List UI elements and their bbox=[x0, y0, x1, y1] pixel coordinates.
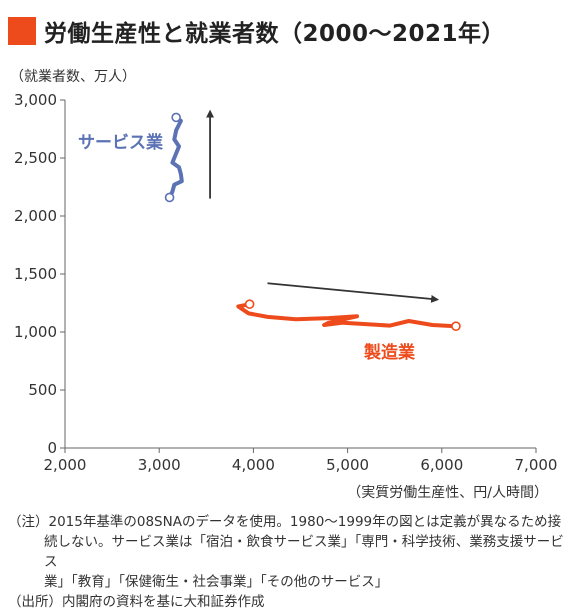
chart-title-block: 労働生産性と就業者数（2000〜2021年） bbox=[8, 14, 505, 48]
series-line-service bbox=[167, 115, 184, 200]
series-label-manufacturing: 製造業 bbox=[363, 342, 415, 363]
series-label-service: サービス業 bbox=[78, 132, 163, 153]
x-tick-label: 3,000 bbox=[138, 456, 181, 474]
y-tick-label: 1,000 bbox=[14, 323, 57, 341]
note-line-3: 業」「教育」「保健衛生・社会事業」「その他のサービス」 bbox=[44, 574, 389, 590]
y-tick-label: 500 bbox=[28, 381, 57, 399]
y-tick-label: 3,000 bbox=[14, 91, 57, 109]
x-axis-unit-label: （実質労働生産性、円/人時間） bbox=[347, 485, 548, 501]
x-tick-label: 2,000 bbox=[44, 456, 87, 474]
series-line-manufacturing bbox=[236, 302, 458, 329]
y-tick-label: 2,000 bbox=[14, 207, 57, 225]
series-endpoint-start bbox=[171, 112, 181, 123]
trend-arrow-2 bbox=[267, 282, 440, 303]
y-tick-label: 0 bbox=[47, 439, 57, 457]
x-tick-label: 5,000 bbox=[326, 456, 369, 474]
chart-title: 労働生産性と就業者数（2000〜2021年） bbox=[44, 21, 506, 47]
note-line-2: 続しない。サービス業は「宿泊・飲食サービス業」「専門・科学技術、業務支援サービス bbox=[44, 534, 564, 570]
note-line-1: （注）2015年基準の08SNAのデータを使用。1980〜1999年の図とは定義… bbox=[8, 514, 562, 530]
source-line: （出所）内閣府の資料を基に大和証券作成 bbox=[8, 594, 265, 610]
y-tick-label: 1,500 bbox=[14, 265, 57, 283]
x-tick-label: 6,000 bbox=[420, 456, 463, 474]
y-axis-unit-label: （就業者数、万人） bbox=[10, 69, 136, 85]
y-tick-label: 2,500 bbox=[14, 149, 57, 167]
x-tick-label: 4,000 bbox=[232, 456, 275, 474]
title-marker bbox=[8, 17, 36, 45]
x-tick-label: 7,000 bbox=[515, 456, 558, 474]
series-endpoint-end bbox=[451, 321, 461, 332]
notes: （注）2015年基準の08SNAのデータを使用。1980〜1999年の図とは定義… bbox=[8, 512, 564, 612]
series-endpoint-end bbox=[164, 192, 175, 203]
series-endpoint-start bbox=[244, 299, 255, 309]
